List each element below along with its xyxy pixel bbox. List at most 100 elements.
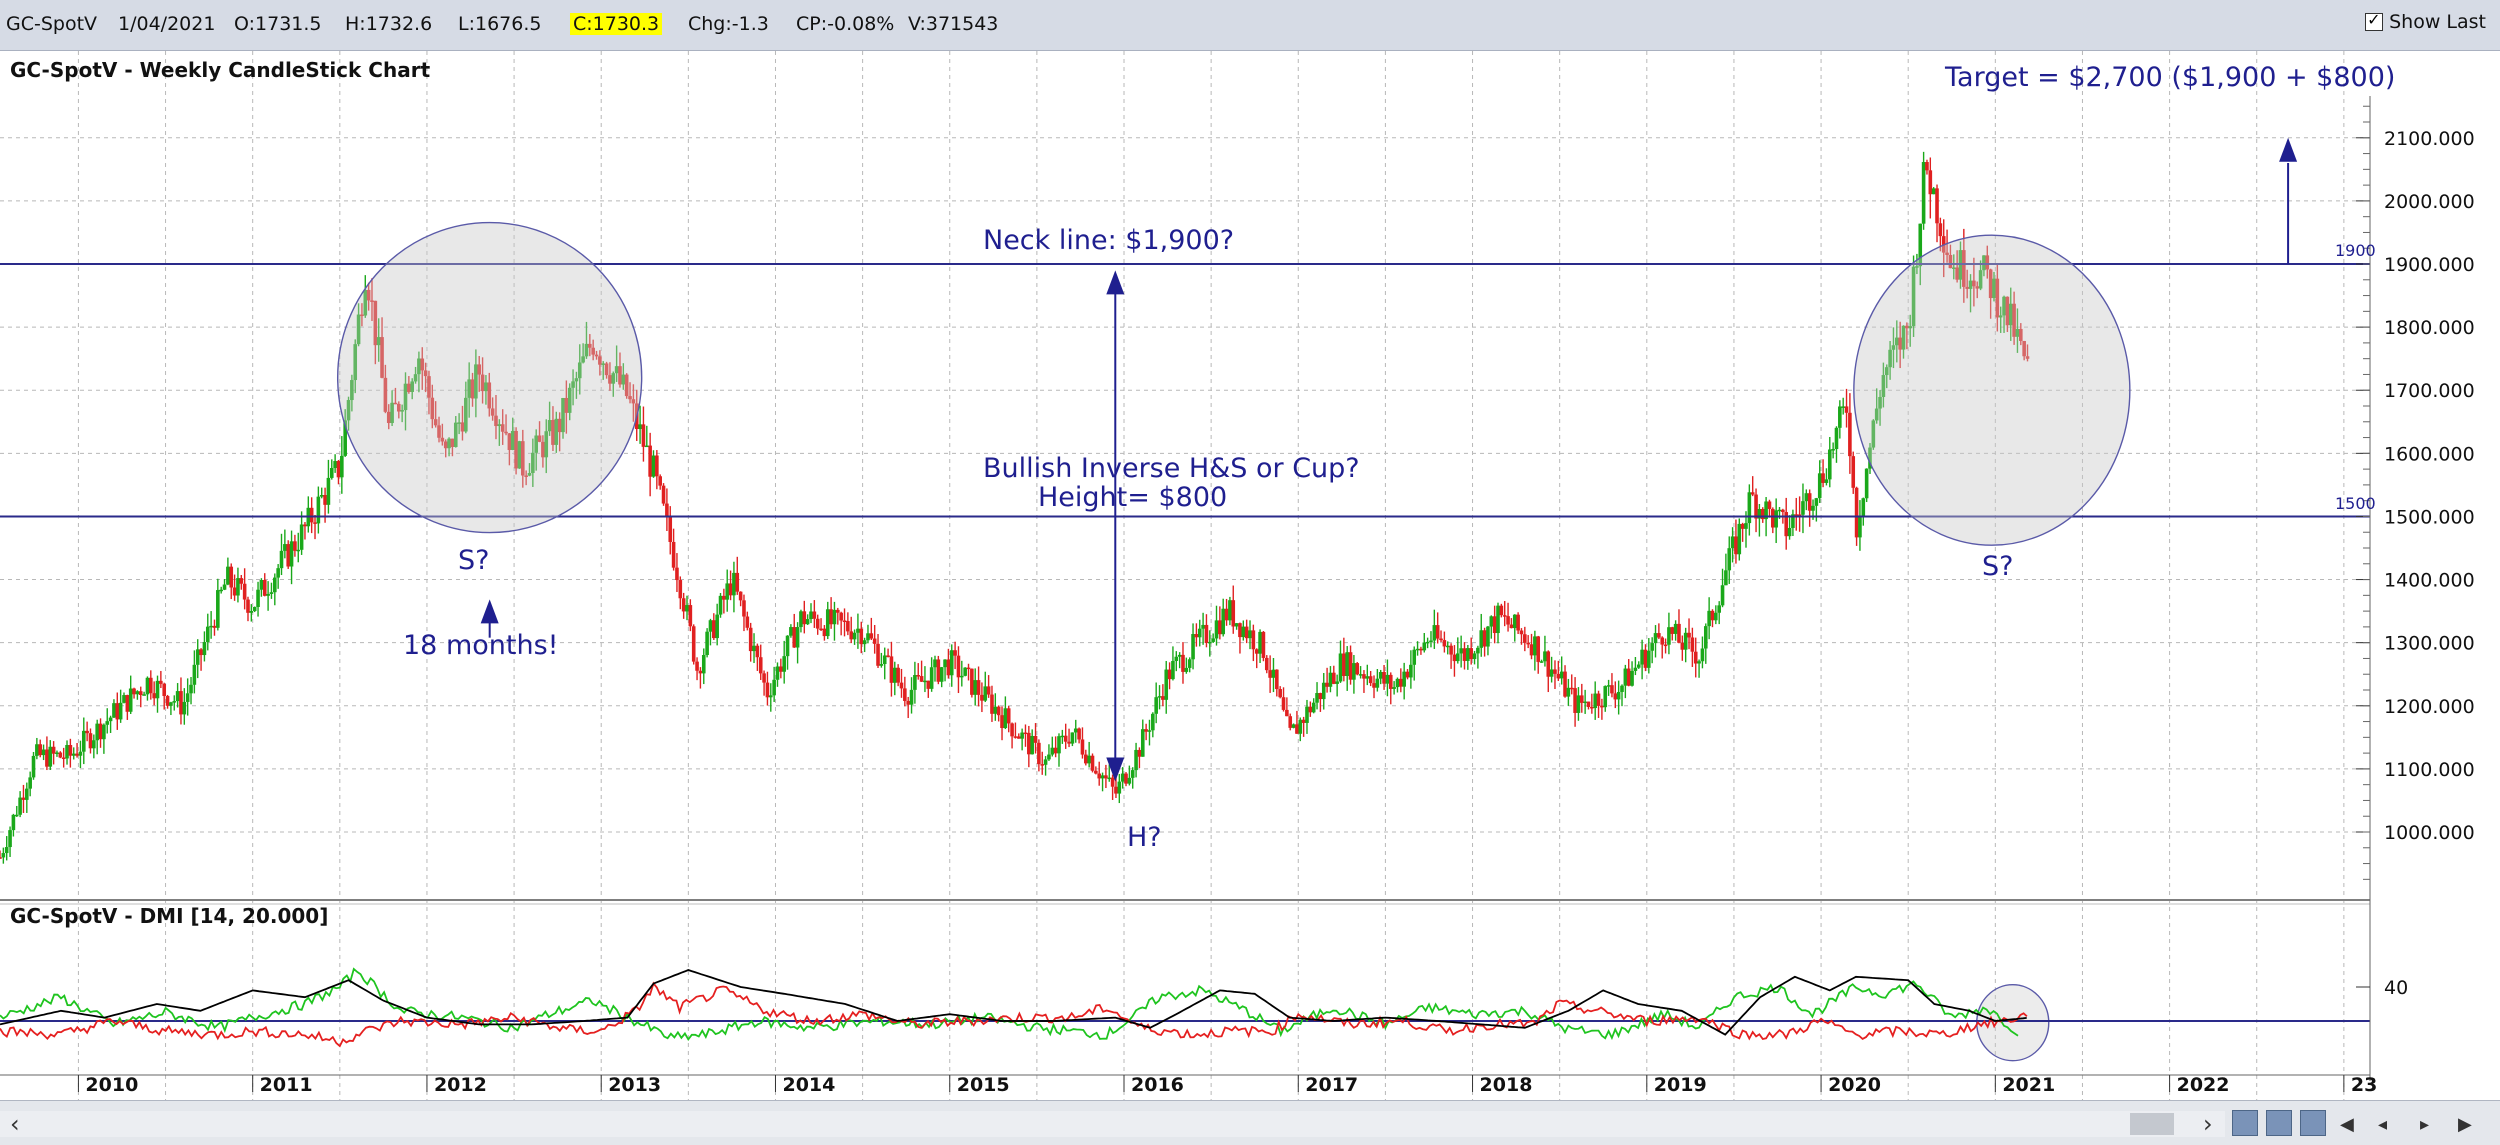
candle-body (732, 572, 736, 596)
scroll-right-icon[interactable]: › (2203, 1110, 2213, 1138)
candle-body (1630, 670, 1634, 686)
candle-body (1077, 728, 1081, 740)
candle-body (557, 418, 562, 433)
chart-tool-icon-2[interactable] (2266, 1110, 2292, 1136)
candle-body (705, 631, 709, 656)
candle-body (1767, 501, 1772, 509)
candle-body (943, 659, 947, 668)
chart-tool-icon-3[interactable] (2300, 1110, 2326, 1136)
candle-body (611, 373, 616, 384)
candle-body (889, 656, 894, 683)
candle-body (430, 397, 435, 420)
dmi-series-line (0, 969, 2027, 1036)
candle-body (1714, 612, 1718, 621)
candle-body (249, 611, 254, 613)
candle-body (309, 507, 314, 523)
candle-body (1184, 667, 1189, 672)
candle-body (631, 399, 636, 404)
candle-body (1911, 266, 1916, 327)
candle-body (232, 587, 237, 596)
candle-body (145, 677, 150, 695)
candle-body (1248, 630, 1252, 639)
candle-body (1053, 747, 1058, 754)
show-last-label: Show Last (2389, 11, 2486, 33)
candle-body (541, 441, 545, 458)
candle-body (242, 583, 247, 600)
candle-body (1050, 747, 1055, 755)
candle-body (1851, 456, 1856, 488)
scroll-thumb[interactable] (2130, 1113, 2174, 1135)
candle-body (742, 600, 746, 617)
candle-body (1120, 773, 1125, 782)
candle-body (1858, 516, 1862, 538)
candle-body (1194, 634, 1199, 638)
candle-body (363, 289, 368, 316)
nav-next-icon[interactable]: ▸ (2420, 1114, 2430, 1135)
candle-body (1264, 657, 1269, 671)
candle-body (1663, 644, 1668, 647)
candle-body (1995, 278, 2000, 318)
candle-body (802, 611, 807, 625)
nav-first-icon[interactable]: ◀ (2340, 1114, 2354, 1135)
candle-body (561, 397, 565, 433)
candle-body (1218, 620, 1222, 635)
candle-body (1948, 254, 1953, 269)
candle-body (799, 611, 803, 628)
horizontal-scrollbar[interactable]: ‹ › (0, 1110, 2225, 1138)
candle-body (58, 752, 63, 758)
months-arrow-icon (480, 599, 499, 624)
candle-body (1151, 713, 1155, 731)
candle-body (822, 628, 827, 637)
candle-body (829, 609, 833, 625)
chart-tool-icon-1[interactable] (2232, 1110, 2258, 1136)
candle-body (2005, 296, 2010, 326)
candle-body (182, 701, 187, 715)
price-pane (0, 151, 2030, 864)
candle-body (169, 702, 173, 706)
candle-body (1060, 735, 1065, 738)
candle-body (1593, 693, 1597, 709)
candle-body (608, 375, 612, 384)
candle-body (1968, 280, 1973, 289)
candle-body (262, 579, 267, 596)
candle-body (648, 445, 652, 477)
candle-body (1023, 732, 1028, 735)
candle-body (236, 578, 240, 596)
candle-body (185, 693, 190, 702)
candle-body (671, 541, 676, 568)
candle-body (665, 503, 669, 516)
candle-body (95, 723, 99, 741)
candle-body (1553, 669, 1557, 674)
candle-body (128, 688, 133, 712)
candle-body (1144, 729, 1148, 732)
show-last-toggle[interactable]: Show Last (2365, 10, 2486, 33)
candle-body (1734, 536, 1738, 555)
candle-body (1563, 671, 1567, 697)
nav-last-icon[interactable]: ▶ (2458, 1114, 2472, 1135)
candle-body (1231, 600, 1236, 627)
candle-body (1221, 608, 1226, 635)
candle-body (691, 626, 696, 662)
candle-body (842, 620, 847, 623)
candle-body (980, 694, 984, 701)
candle-body (507, 433, 512, 450)
candle-body (162, 683, 167, 696)
candle-body (480, 374, 485, 392)
candle-body (869, 633, 874, 639)
candle-body (1134, 749, 1138, 771)
candle-body (752, 645, 756, 652)
candle-body (1352, 663, 1356, 680)
candle-body (273, 577, 277, 593)
candle-body (1268, 670, 1272, 678)
candle-body (933, 659, 937, 668)
candle-body (1523, 634, 1527, 643)
show-last-checkbox[interactable] (2365, 10, 2384, 31)
candle-body (990, 694, 994, 714)
scroll-left-icon[interactable]: ‹ (10, 1110, 20, 1138)
y-tick-label: 1700.000 (2384, 380, 2475, 402)
nav-prev-icon[interactable]: ◂ (2378, 1114, 2388, 1135)
candle-body (996, 706, 1001, 716)
candle-body (812, 611, 817, 619)
candle-body (1633, 667, 1638, 671)
